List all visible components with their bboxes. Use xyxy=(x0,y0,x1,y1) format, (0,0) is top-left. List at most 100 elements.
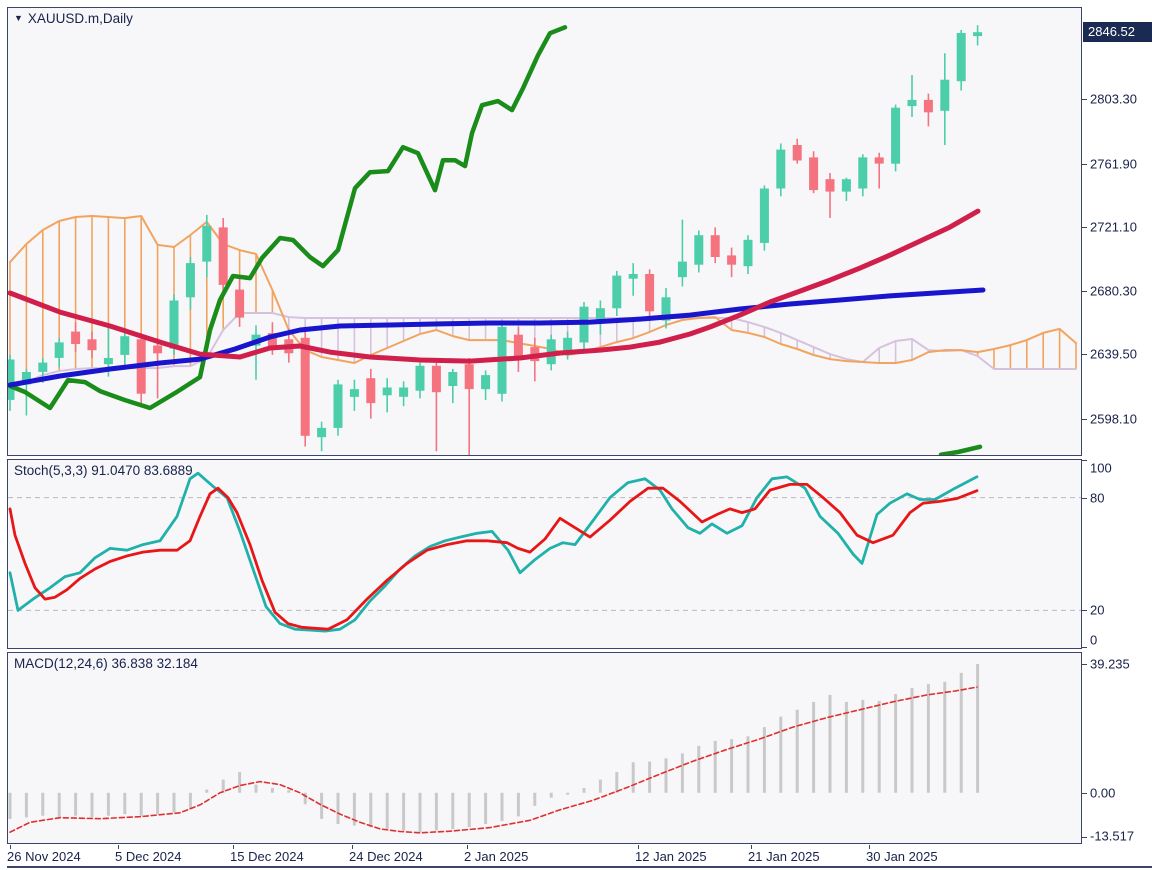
candle-body xyxy=(792,145,802,161)
candle-body xyxy=(743,239,753,267)
time-tick xyxy=(118,845,119,849)
candle-body xyxy=(825,179,835,192)
price-tick xyxy=(1082,354,1087,356)
candle-body xyxy=(973,32,983,37)
stoch-k-line xyxy=(8,471,979,633)
candle-body xyxy=(628,274,638,279)
candle-body xyxy=(710,235,720,257)
candle-body xyxy=(103,358,113,365)
main-chart-panel[interactable]: ▼ XAUUSD.m,Daily xyxy=(7,7,1082,456)
candle-body xyxy=(399,387,409,397)
candle-body xyxy=(120,336,130,355)
candle-body xyxy=(645,274,655,312)
price-tick xyxy=(1082,163,1087,165)
time-tick-label: 5 Dec 2024 xyxy=(115,849,182,864)
candle-body xyxy=(218,227,228,285)
chikou-span-tail xyxy=(938,444,983,455)
stochastic-label: Stoch(5,3,3) 91.0470 83.6889 xyxy=(14,463,193,478)
candle-body xyxy=(366,378,376,404)
symbol-dropdown-icon[interactable]: ▼ xyxy=(14,13,23,23)
macd-tick-label: -13.517 xyxy=(1090,828,1135,844)
candle-body xyxy=(694,235,704,265)
time-tick-label: 12 Jan 2025 xyxy=(635,849,707,864)
macd-panel[interactable]: MACD(12,24,6) 36.838 32.184 xyxy=(7,652,1082,844)
candle-body xyxy=(21,372,31,385)
senkou-span-a-line xyxy=(9,215,1077,364)
candle-body xyxy=(54,342,64,358)
stoch-tick-label: 80 xyxy=(1090,490,1105,506)
macd-tick-label: 39.235 xyxy=(1090,656,1130,672)
red-ma-line xyxy=(8,208,981,364)
candle-body xyxy=(185,263,195,298)
time-tick xyxy=(352,845,353,849)
candle-body xyxy=(759,188,769,243)
candle-body xyxy=(267,333,277,348)
time-tick xyxy=(869,845,870,849)
time-tick-label: 26 Nov 2024 xyxy=(7,849,81,864)
candle-body xyxy=(333,384,343,428)
candle-body xyxy=(38,362,48,372)
candle-body xyxy=(202,225,212,262)
candle-body xyxy=(153,345,163,354)
candle-body xyxy=(349,389,359,397)
candle-body xyxy=(940,79,950,111)
macd-label: MACD(12,24,6) 36.838 32.184 xyxy=(14,656,198,671)
time-tick-label: 30 Jan 2025 xyxy=(866,849,938,864)
stoch-tick xyxy=(1082,610,1087,612)
window-bottom-border xyxy=(7,866,1152,868)
price-tick-label: 2761.90 xyxy=(1090,156,1137,172)
time-tick-label: 2 Jan 2025 xyxy=(464,849,529,864)
macd-signal-line xyxy=(9,686,978,834)
candle-body xyxy=(677,261,687,278)
symbol-title: XAUUSD.m,Daily xyxy=(27,11,133,26)
stochastic-panel[interactable]: Stoch(5,3,3) 91.0470 83.6889 xyxy=(7,459,1082,649)
price-tick-label: 2598.10 xyxy=(1090,411,1137,426)
candle-body xyxy=(169,300,179,349)
candle-body xyxy=(71,331,81,344)
stochastic-chart[interactable] xyxy=(8,460,1081,648)
macd-tick xyxy=(1082,663,1087,665)
candle-body xyxy=(513,334,523,358)
candle-body xyxy=(448,372,458,386)
candle-body xyxy=(776,149,786,189)
candle-body xyxy=(891,107,901,164)
candle-body xyxy=(612,275,622,309)
candle-body xyxy=(464,364,474,390)
time-tick-label: 21 Jan 2025 xyxy=(748,849,820,864)
candle-body xyxy=(956,33,966,82)
candle-body xyxy=(382,387,392,396)
macd-tick xyxy=(1082,792,1087,794)
current-price-badge: 2846.52 xyxy=(1083,22,1152,42)
price-tick xyxy=(1082,418,1087,420)
candle-body xyxy=(481,375,491,390)
price-tick-label: 2721.10 xyxy=(1090,219,1137,235)
candle-body xyxy=(727,255,737,265)
price-tick-label: 2803.30 xyxy=(1090,91,1137,107)
price-tick xyxy=(1082,99,1087,101)
time-tick-label: 24 Dec 2024 xyxy=(349,849,423,864)
candle-body xyxy=(300,337,310,436)
time-tick xyxy=(751,845,752,849)
time-tick xyxy=(233,845,234,849)
stoch-tick-label: 100 xyxy=(1090,460,1112,476)
macd-chart[interactable] xyxy=(8,653,1081,843)
candle-body xyxy=(595,308,605,321)
candle-body xyxy=(87,339,97,351)
time-tick xyxy=(467,845,468,849)
candlestick-chart[interactable] xyxy=(8,8,1081,455)
blue-ma-line xyxy=(8,287,986,388)
candle-body xyxy=(858,157,868,189)
price-tick-label: 2680.30 xyxy=(1090,283,1137,299)
candle-body xyxy=(874,157,884,164)
candle-body xyxy=(661,297,671,321)
candle-body xyxy=(809,157,819,191)
time-tick xyxy=(10,845,11,849)
time-tick-label: 15 Dec 2024 xyxy=(230,849,304,864)
candle-body xyxy=(431,365,441,393)
symbol-label: ▼ XAUUSD.m,Daily xyxy=(14,11,133,26)
candle-body xyxy=(841,179,851,192)
price-tick xyxy=(1082,290,1087,292)
stoch-tick-label: 0 xyxy=(1090,632,1098,648)
candle-body xyxy=(923,99,933,113)
price-tick xyxy=(1082,227,1087,229)
